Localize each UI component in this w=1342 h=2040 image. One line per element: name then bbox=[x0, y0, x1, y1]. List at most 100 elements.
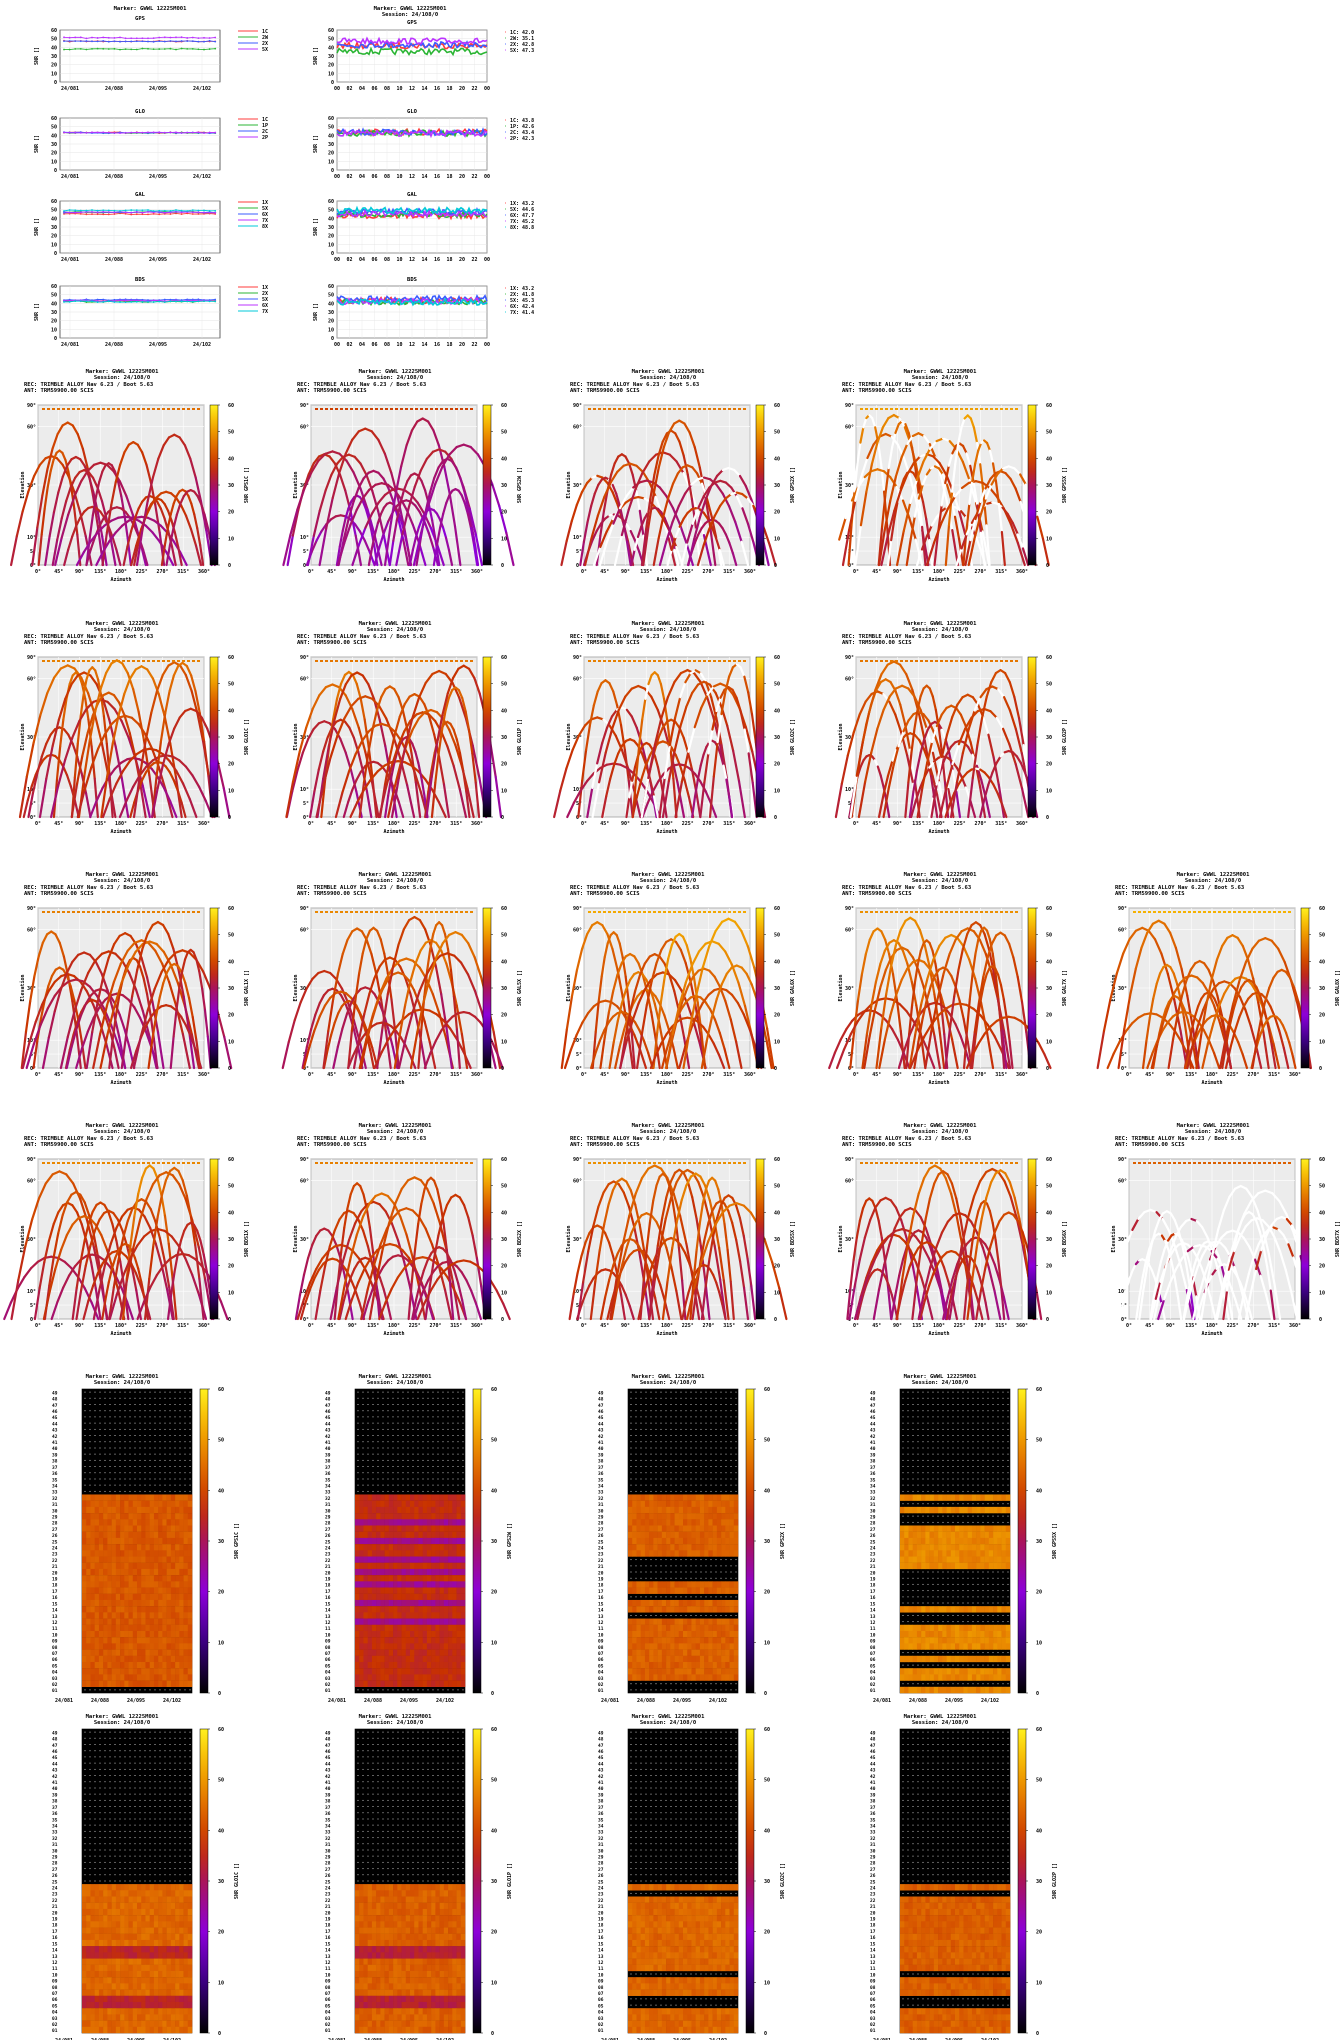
skyplot-azimuth-tick: 135° bbox=[367, 569, 379, 575]
daily-series-point bbox=[203, 48, 205, 51]
skyplot-satellite-track bbox=[336, 455, 345, 465]
skyplot-satellite-track bbox=[144, 524, 154, 534]
skyplot-azimuth-tick: 90° bbox=[621, 1072, 630, 1078]
daily-series-point bbox=[175, 131, 177, 134]
daily-series-point bbox=[191, 40, 194, 43]
daily-y-tick: 20 bbox=[51, 234, 57, 240]
skyplot-satellite-track bbox=[285, 780, 295, 819]
skyplot-elevation-tick: 30° bbox=[1118, 986, 1127, 992]
skyplot-azimuth-tick: 180° bbox=[388, 569, 400, 575]
daily-series-point bbox=[208, 209, 211, 212]
daily-y-tick: 0 bbox=[54, 168, 57, 174]
skyplot-satellite-track bbox=[105, 503, 113, 534]
session-y-tick: 40 bbox=[328, 301, 334, 307]
session-x-tick: 20 bbox=[459, 257, 465, 263]
skyplot-x-axis-label: Azimuth bbox=[928, 577, 949, 583]
daily-legend-entry: 7X bbox=[262, 309, 268, 315]
colorbar-tick-label: 20 bbox=[774, 1013, 780, 1019]
daily-series-point bbox=[68, 36, 71, 39]
session-y-tick: 0 bbox=[331, 251, 334, 257]
skyplot-satellite-track bbox=[312, 509, 321, 537]
daily-x-tick: 24/088 bbox=[105, 257, 123, 263]
skyplot-satellite-track bbox=[67, 535, 74, 551]
skyplot-satellite-track bbox=[130, 517, 136, 533]
skyplot-satellite-track bbox=[1102, 998, 1112, 1032]
daily-series-point bbox=[74, 48, 77, 50]
session-legend-marker: · bbox=[504, 213, 507, 219]
daily-series-point bbox=[124, 37, 127, 40]
colorbar-tick-label: 30 bbox=[774, 735, 780, 741]
daily-series-line bbox=[63, 300, 216, 303]
skyplot-azimuth-tick: 180° bbox=[388, 821, 400, 827]
daily-x-tick: 24/102 bbox=[193, 86, 211, 92]
skyplot-satellite-track bbox=[494, 775, 503, 819]
skyplot-azimuth-tick: 360° bbox=[198, 569, 210, 575]
daily-series-point bbox=[175, 300, 177, 303]
skyplot-antenna-line: ANT: TRM59900.00 SCIS bbox=[570, 640, 640, 646]
daily-series-point bbox=[124, 132, 127, 134]
session-y-tick: 10 bbox=[328, 242, 334, 248]
session-x-tick: 10 bbox=[396, 174, 402, 180]
daily-y-tick: 30 bbox=[51, 310, 57, 316]
daily-series-point bbox=[169, 213, 172, 215]
daily-series-point bbox=[141, 211, 144, 214]
skyplot-satellite-track bbox=[505, 531, 515, 567]
skyplot-y-axis-label: Elevation bbox=[838, 471, 844, 498]
skyplot-session-title: Session: 24/108/0 bbox=[912, 627, 968, 633]
daily-series-point bbox=[208, 37, 211, 39]
colorbar-tick-label: 0 bbox=[501, 563, 504, 569]
colorbar-tick-label: 20 bbox=[1046, 510, 1052, 516]
skyplot-azimuth-tick: 180° bbox=[661, 1072, 673, 1078]
daily-series-point bbox=[85, 40, 88, 42]
daily-series-point bbox=[152, 40, 155, 43]
daily-series-point bbox=[113, 211, 116, 214]
daily-series-point bbox=[147, 37, 149, 40]
daily-y-tick: 10 bbox=[51, 159, 57, 165]
skyplot-satellite-track bbox=[353, 455, 362, 465]
session-x-tick: 14 bbox=[421, 342, 427, 348]
skyplot-satellite-track bbox=[179, 551, 188, 567]
daily-y-tick: 50 bbox=[51, 37, 57, 43]
daily-y-tick: 40 bbox=[51, 133, 57, 139]
skyplot-satellite-track bbox=[303, 471, 313, 490]
skyplot-azimuth-tick: 315° bbox=[177, 821, 189, 827]
colorbar-tick-label: 60 bbox=[774, 655, 780, 661]
session-y-tick: 50 bbox=[328, 125, 334, 131]
skyplot-elevation-tick: 60° bbox=[300, 676, 309, 682]
session-y-tick: 40 bbox=[328, 216, 334, 222]
session-x-tick: 20 bbox=[459, 174, 465, 180]
colorbar-tick-label: 30 bbox=[501, 986, 507, 992]
daily-series-point bbox=[180, 211, 183, 214]
skyplot-satellite-track bbox=[330, 462, 339, 476]
daily-series-point bbox=[96, 47, 99, 50]
skyplot-azimuth-tick: 45° bbox=[600, 1072, 609, 1078]
daily-series-point bbox=[152, 48, 155, 51]
skyplot-azimuth-tick: 90° bbox=[75, 821, 84, 827]
session-legend-entry: 1C: 43.8 bbox=[510, 118, 534, 124]
colorbar bbox=[1027, 907, 1037, 1069]
daily-series-point bbox=[141, 47, 144, 50]
skyplot-azimuth-tick: 315° bbox=[450, 821, 462, 827]
skyplot-satellite-track bbox=[136, 443, 144, 454]
skyplot-azimuth-tick: 270° bbox=[156, 1072, 168, 1078]
daily-series-point bbox=[74, 40, 77, 43]
daily-series-point bbox=[191, 209, 194, 211]
skyplot-x-axis-label: Azimuth bbox=[656, 1080, 677, 1086]
skyplot-elevation-tick: 10° bbox=[27, 1289, 36, 1295]
skyplot-azimuth-tick: 0° bbox=[308, 1072, 314, 1078]
skyplot-satellite-track bbox=[55, 457, 64, 467]
skyplot-elevation-tick: 5° bbox=[303, 549, 309, 555]
session-series-line bbox=[336, 36, 488, 46]
daily-series-point bbox=[130, 37, 133, 40]
session-legend-entry: 6X: 42.4 bbox=[510, 304, 534, 310]
skyplot-azimuth-tick: 90° bbox=[893, 569, 902, 575]
colorbar-tick-label: 50 bbox=[774, 682, 780, 688]
colorbar-title: SNR GLO1C [] bbox=[244, 719, 250, 755]
skyplot-satellite-track bbox=[570, 968, 579, 998]
skyplot-satellite-track bbox=[75, 516, 82, 527]
daily-legend-entry: 6X bbox=[262, 212, 268, 218]
skyplot-azimuth-tick: 225° bbox=[136, 1323, 148, 1329]
daily-series-point bbox=[96, 213, 99, 216]
colorbar-tick-label: 60 bbox=[501, 403, 507, 409]
